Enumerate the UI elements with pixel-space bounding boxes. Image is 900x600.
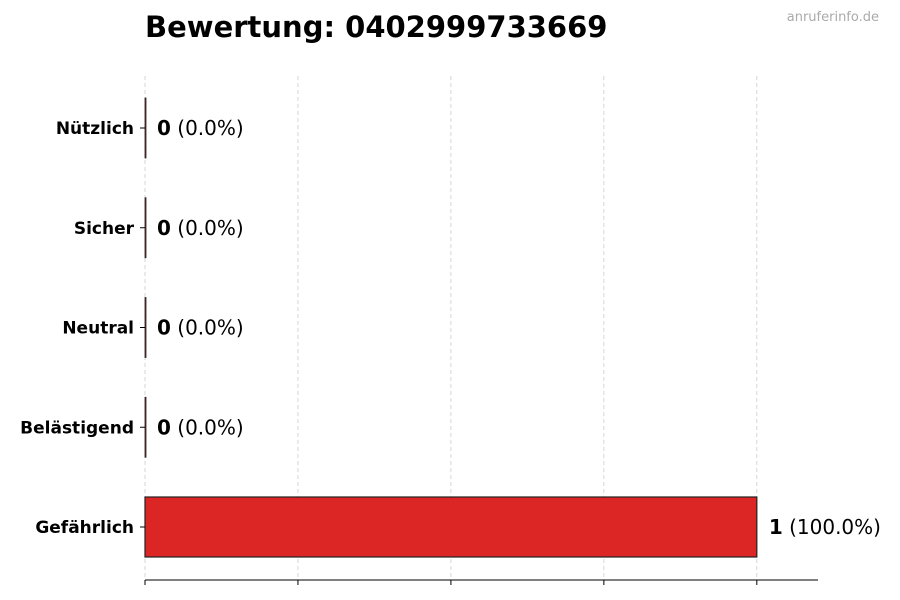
bar	[144, 496, 758, 558]
bar	[144, 97, 147, 159]
category-label: Neutral	[62, 319, 134, 339]
data-label: 1 (100.0%)	[769, 515, 881, 539]
data-label: 0 (0.0%)	[157, 116, 244, 140]
watermark: anruferinfo.de	[786, 10, 879, 25]
percent-label: (0.0%)	[171, 116, 244, 140]
value-label: 0	[157, 316, 171, 340]
data-label: 0 (0.0%)	[157, 316, 244, 340]
bar	[144, 396, 147, 458]
data-label: 0 (0.0%)	[157, 216, 244, 240]
value-label: 0	[157, 415, 171, 439]
category-label: Nützlich	[56, 119, 134, 139]
category-label: Gefährlich	[35, 518, 134, 538]
value-label: 0	[157, 116, 171, 140]
chart-title: Bewertung: 0402999733669	[145, 10, 608, 44]
percent-label: (100.0%)	[783, 515, 881, 539]
category-label: Belästigend	[20, 418, 134, 438]
value-label: 1	[769, 515, 783, 539]
bar	[144, 297, 147, 358]
value-label: 0	[157, 216, 171, 240]
category-label: Sicher	[74, 219, 135, 239]
percent-label: (0.0%)	[171, 316, 244, 340]
percent-label: (0.0%)	[171, 216, 244, 240]
bar	[144, 197, 147, 259]
data-label: 0 (0.0%)	[157, 415, 244, 439]
percent-label: (0.0%)	[171, 415, 244, 439]
